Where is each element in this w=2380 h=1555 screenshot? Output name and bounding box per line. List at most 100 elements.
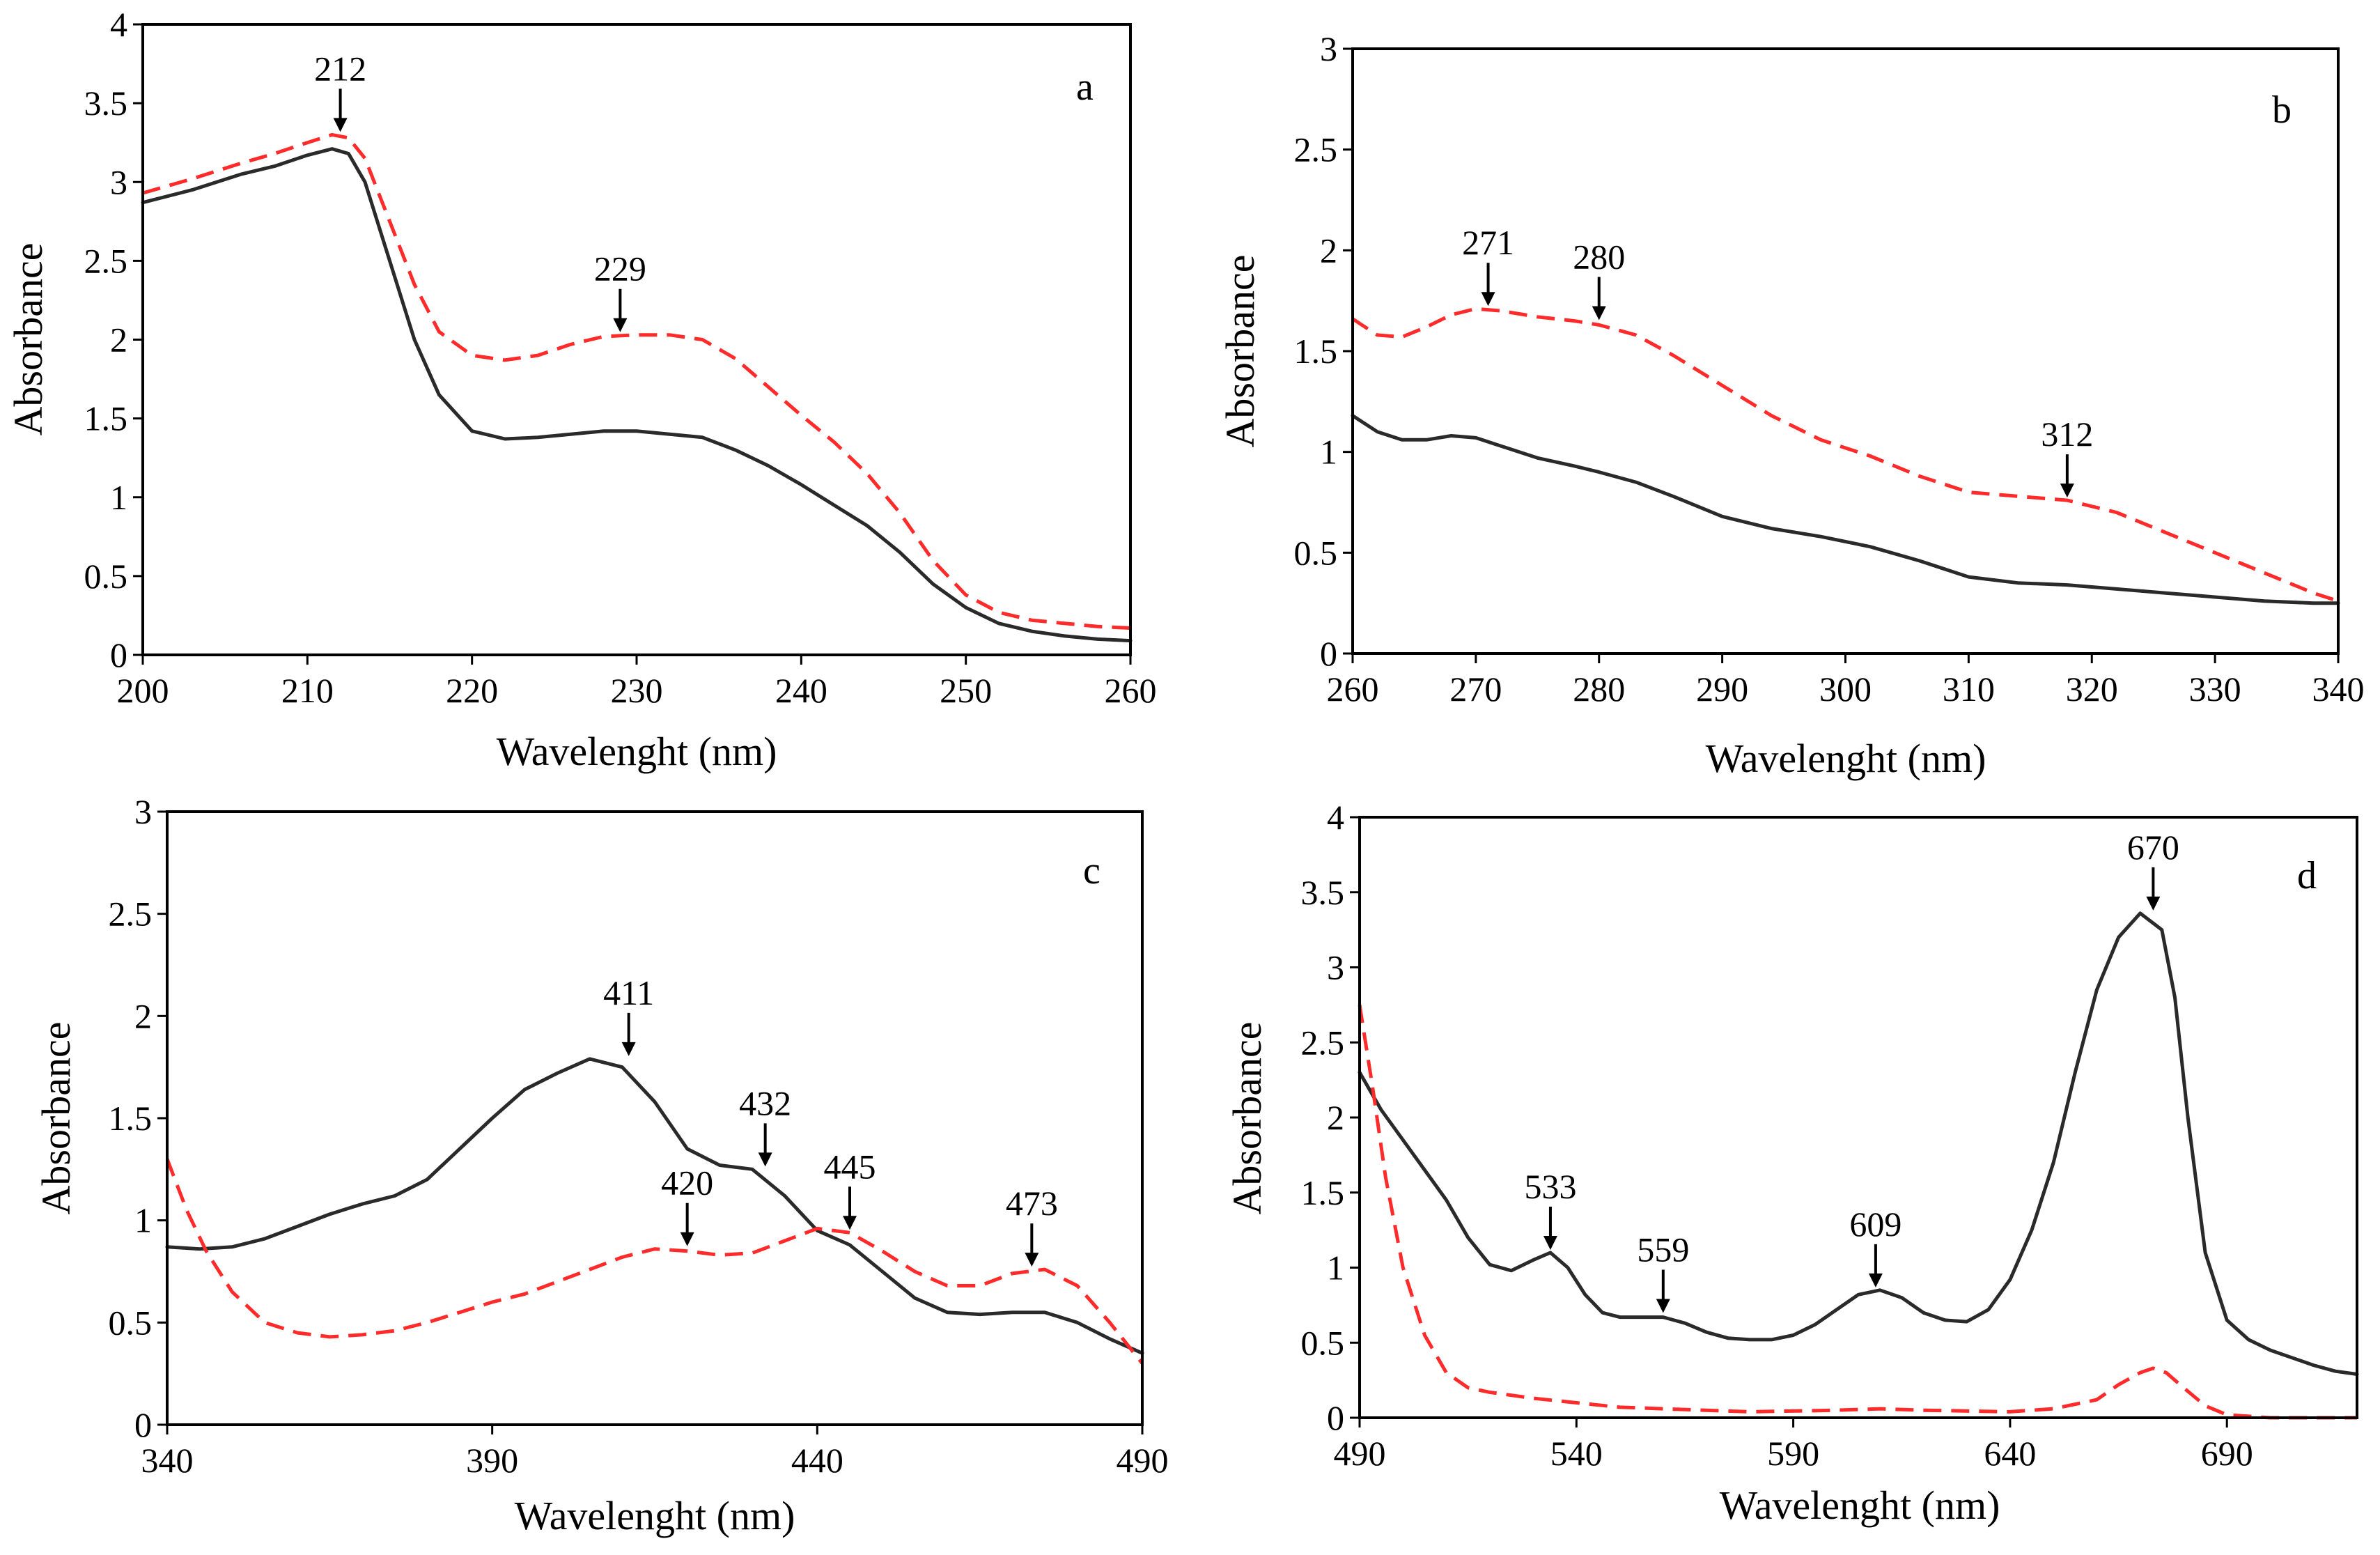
x-tick-label: 240 [775, 671, 827, 710]
x-tick-label: 390 [466, 1441, 518, 1480]
peak-label: 533 [1524, 1167, 1576, 1206]
peak-label: 420 [661, 1163, 713, 1202]
panel-letter: b [2272, 88, 2292, 132]
peak-arrow-head [758, 1152, 772, 1167]
peak-arrow-head [843, 1216, 857, 1230]
series-line-red [1358, 1005, 2357, 1420]
y-tick-label: 1.5 [84, 399, 128, 438]
peak-arrow-head [333, 118, 348, 132]
peak-arrow-head [1868, 1273, 1883, 1287]
plot-frame [1351, 47, 2340, 655]
y-tick-label: 0.5 [84, 557, 128, 596]
panel-d: 0 0.5 1 1.5 2 2.5 3 3.5 4 490 540 590 640 690 670 533 5… [1224, 798, 2359, 1528]
series-line-red [165, 1158, 1144, 1365]
y-tick-label: 1.5 [1294, 332, 1338, 371]
panel-c: 0 0.5 1 1.5 2 2.5 3 340 390 440 490 411 432 420 445 47… [33, 792, 1169, 1538]
x-tick-label: 690 [2201, 1434, 2253, 1473]
peak-arrow-head [613, 318, 628, 332]
x-tick-label: 260 [1105, 671, 1157, 710]
peak-arrow-head [1656, 1299, 1670, 1313]
x-tick-label: 490 [1117, 1441, 1169, 1480]
peak-arrow-head [2146, 896, 2161, 911]
peak-arrow-head [1025, 1253, 1039, 1267]
y-tick-label: 2.5 [1294, 130, 1338, 169]
x-tick-label: 340 [2312, 670, 2365, 709]
y-tick-label: 4 [1327, 798, 1344, 837]
plot-frame [1358, 816, 2358, 1419]
peak-label: 212 [314, 49, 366, 88]
x-axis-label: Wavelenght (nm) [515, 1493, 795, 1538]
peak-label: 473 [1006, 1184, 1058, 1223]
series-line-black [1351, 414, 2340, 605]
peak-arrow-head [621, 1042, 636, 1056]
peak-label: 312 [2041, 415, 2093, 454]
y-tick-label: 1 [110, 478, 127, 517]
y-tick-label: 0.5 [1301, 1323, 1345, 1362]
x-tick-label: 270 [1449, 670, 1502, 709]
y-axis-label: Absorbance [6, 242, 51, 435]
panel-a: 0 0.5 1 1.5 2 2.5 3 3.5 4 200 210 220 230 240 250 260 2… [6, 5, 1157, 774]
y-tick-label: 2.5 [84, 241, 128, 280]
panel-letter: c [1083, 849, 1100, 892]
x-tick-label: 490 [1334, 1434, 1386, 1473]
y-tick-label: 4 [110, 5, 127, 44]
y-tick-label: 0.5 [1294, 533, 1338, 572]
y-tick-label: 3 [1320, 29, 1337, 68]
series-line-black [165, 1057, 1144, 1355]
x-tick-label: 640 [1984, 1434, 2036, 1473]
y-tick-label: 3 [110, 162, 127, 201]
x-tick-label: 220 [446, 671, 498, 710]
y-tick-label: 2 [134, 996, 152, 1035]
x-tick-label: 540 [1550, 1434, 1603, 1473]
y-tick-label: 3 [134, 792, 152, 831]
y-tick-label: 2 [110, 320, 127, 359]
y-tick-label: 0.5 [109, 1303, 153, 1342]
y-tick-label: 2 [1327, 1098, 1344, 1137]
series-line-red [142, 132, 1131, 630]
panel-b: 0 0.5 1 1.5 2 2.5 3 260 270 280 290 300 310 320 330 340… [1218, 29, 2365, 781]
x-tick-label: 330 [2189, 670, 2241, 709]
peak-arrow-head [1592, 306, 1606, 320]
peak-label: 432 [739, 1083, 791, 1122]
x-tick-label: 280 [1573, 670, 1625, 709]
x-tick-label: 250 [940, 671, 992, 710]
y-tick-label: 3.5 [1301, 873, 1345, 912]
peak-label: 411 [603, 973, 654, 1012]
x-tick-label: 340 [141, 1441, 194, 1480]
x-tick-label: 210 [281, 671, 334, 710]
peak-label: 229 [594, 249, 646, 288]
x-axis-label: Wavelenght (nm) [1706, 736, 1986, 781]
peak-arrow-head [2060, 483, 2074, 498]
y-axis-label: Absorbance [33, 1021, 79, 1214]
peak-arrow-head [680, 1232, 694, 1246]
x-axis-label: Wavelenght (nm) [497, 729, 777, 774]
x-tick-label: 230 [611, 671, 663, 710]
y-axis-label: Absorbance [1224, 1021, 1270, 1214]
peak-arrow-head [1481, 292, 1495, 307]
y-tick-label: 1 [134, 1201, 152, 1240]
y-tick-label: 2.5 [1301, 1023, 1345, 1062]
peak-label: 609 [1849, 1205, 1901, 1244]
x-tick-label: 260 [1327, 670, 1379, 709]
y-tick-label: 2.5 [109, 895, 153, 934]
panel-letter: a [1076, 65, 1094, 109]
peak-label: 445 [824, 1147, 876, 1186]
x-tick-label: 290 [1696, 670, 1748, 709]
y-tick-label: 1.5 [109, 1099, 153, 1138]
peak-label: 559 [1637, 1230, 1689, 1269]
y-tick-label: 1.5 [1301, 1173, 1345, 1212]
panel-letter: d [2297, 854, 2317, 897]
peak-label: 280 [1573, 237, 1625, 276]
x-tick-label: 320 [2066, 670, 2118, 709]
peak-label: 670 [2127, 828, 2179, 867]
y-tick-label: 1 [1320, 433, 1337, 472]
y-tick-label: 3.5 [84, 84, 128, 123]
plot-frame [166, 810, 1144, 1426]
y-tick-label: 0 [134, 1405, 152, 1444]
peak-arrow-head [1543, 1235, 1557, 1250]
series-line-black [1358, 911, 2359, 1376]
plot-frame [141, 23, 1132, 656]
y-axis-label: Absorbance [1218, 254, 1263, 447]
y-tick-label: 0 [1320, 634, 1337, 673]
